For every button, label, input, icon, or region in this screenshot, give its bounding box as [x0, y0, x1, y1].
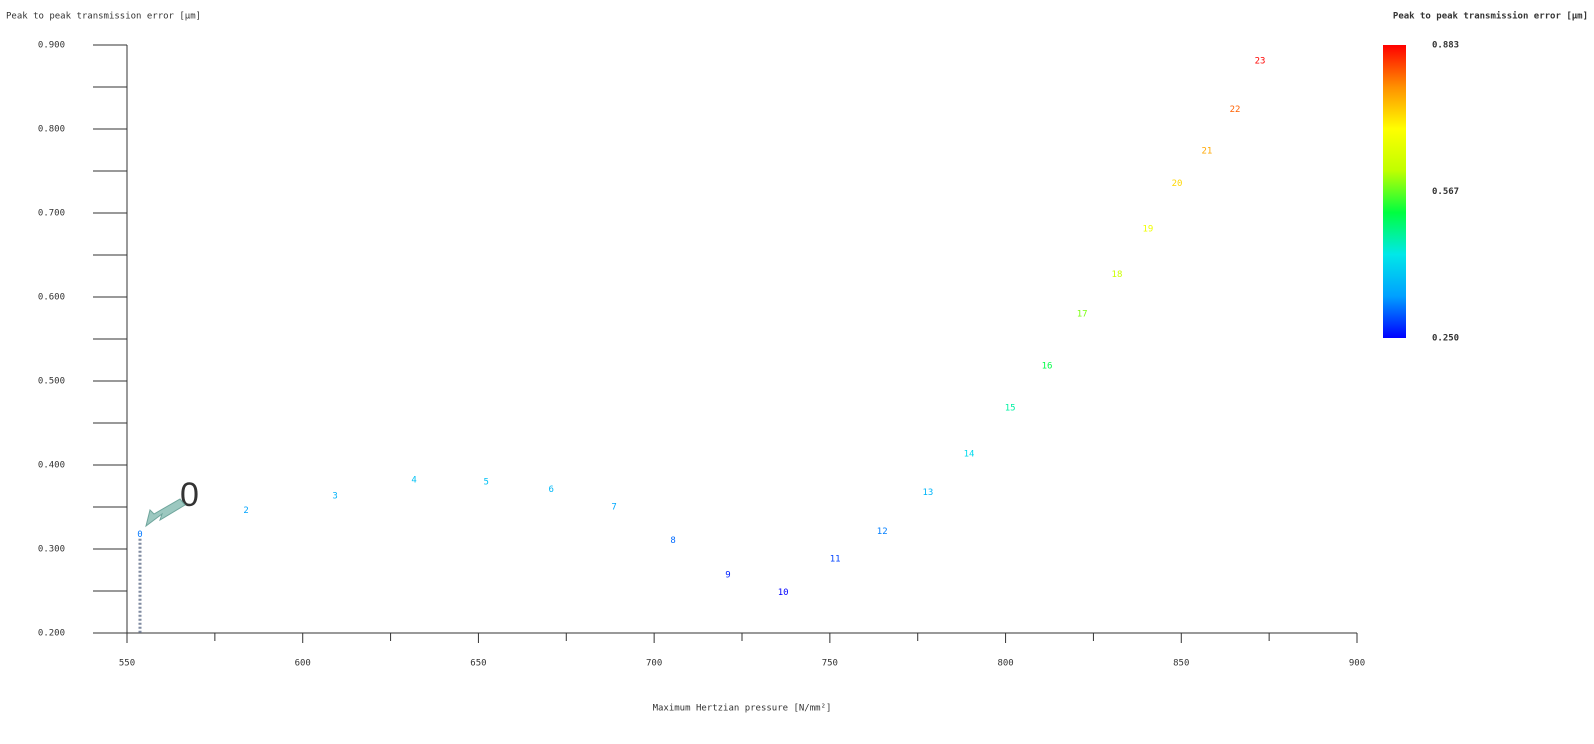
y-tick-label: 0.900 — [38, 41, 65, 51]
point-label: 23 — [1255, 56, 1266, 66]
point-label: 11 — [830, 555, 841, 565]
point-label: 18 — [1112, 270, 1123, 280]
colorbar-tick-label: 0.567 — [1432, 187, 1459, 197]
point-label: 10 — [778, 588, 789, 598]
point-label: 20 — [1172, 179, 1183, 189]
x-tick-label: 700 — [646, 659, 662, 669]
x-tick-label: 550 — [119, 659, 135, 669]
point-label: 22 — [1230, 105, 1241, 115]
point-label: 15 — [1005, 403, 1016, 413]
point-label: 14 — [964, 450, 975, 460]
point-label: 5 — [483, 477, 488, 487]
y-tick-label: 0.400 — [38, 461, 65, 471]
y-tick-label: 0.200 — [38, 629, 65, 639]
point-label: 3 — [332, 492, 337, 502]
point-label: 2 — [243, 506, 248, 516]
point-label: 12 — [877, 527, 888, 537]
x-tick-label: 650 — [470, 659, 486, 669]
colorbar-tick-label: 0.883 — [1432, 41, 1459, 51]
point-label: 4 — [411, 476, 416, 486]
point-label: 19 — [1142, 224, 1153, 234]
y-axis-label: Peak to peak transmission error [μm] — [6, 12, 201, 22]
point-label: 0 — [137, 530, 142, 540]
x-axis-label: Maximum Hertzian pressure [N/mm²] — [653, 704, 832, 714]
y-tick-label: 0.600 — [38, 293, 65, 303]
point-label: 8 — [670, 536, 675, 546]
x-tick-label: 900 — [1349, 659, 1365, 669]
point-label: 16 — [1042, 361, 1053, 371]
colorbar-title: Peak to peak transmission error [μm] — [1393, 11, 1588, 22]
x-tick-label: 750 — [822, 659, 838, 669]
colorbar-tick-label: 0.250 — [1432, 334, 1459, 344]
y-tick-label: 0.500 — [38, 377, 65, 387]
point-label: 6 — [548, 485, 553, 495]
point-label: 7 — [611, 503, 616, 513]
point-label: 13 — [922, 488, 933, 498]
y-tick-label: 0.700 — [38, 209, 65, 219]
x-tick-label: 600 — [295, 659, 311, 669]
colorbar — [1383, 45, 1406, 338]
point-label: 9 — [725, 571, 730, 581]
point-label: 21 — [1202, 146, 1213, 156]
y-tick-label: 0.300 — [38, 545, 65, 555]
y-tick-label: 0.800 — [38, 125, 65, 135]
x-tick-label: 800 — [997, 659, 1013, 669]
annotation: 0 — [180, 476, 199, 514]
annotation-arrow — [145, 498, 186, 528]
x-tick-label: 850 — [1173, 659, 1189, 669]
point-label: 17 — [1077, 309, 1088, 319]
